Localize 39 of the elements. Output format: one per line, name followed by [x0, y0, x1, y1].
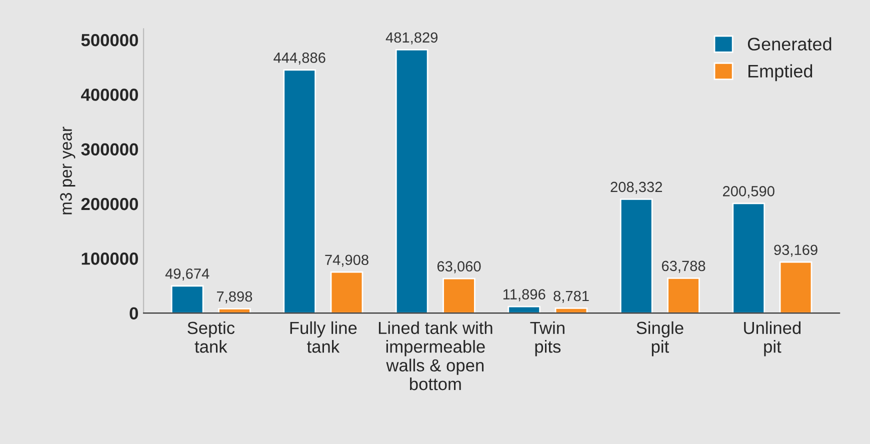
- data-label: 8,781: [554, 290, 589, 303]
- y-axis-title: m3 per year: [60, 126, 76, 214]
- x-tick-label: Unlined pit: [744, 321, 801, 356]
- bar: [779, 261, 812, 314]
- legend-label: Generated: [748, 37, 832, 51]
- data-label: 49,674: [165, 268, 210, 281]
- y-tick-label: 0: [130, 307, 138, 320]
- bar: [170, 285, 204, 314]
- y-tick-label: 100000: [82, 252, 138, 265]
- x-tick-label: Twin pits: [530, 321, 564, 356]
- bar: [667, 277, 700, 314]
- y-tick-label: 200000: [81, 198, 138, 210]
- legend-label: Emptied: [748, 64, 812, 82]
- x-tick-label: Fully line tank: [290, 321, 357, 353]
- x-tick-label: Septic tank: [188, 321, 235, 353]
- bar: [554, 308, 588, 314]
- data-label: 200,590: [723, 186, 774, 198]
- data-label: 444,886: [274, 52, 326, 65]
- data-label: 63,060: [437, 261, 481, 274]
- bar: [395, 49, 428, 314]
- bar: [620, 198, 653, 314]
- data-label: 63,788: [662, 260, 706, 273]
- bar: [218, 308, 251, 314]
- y-tick-label: 300000: [81, 143, 138, 156]
- data-label: 74,908: [325, 254, 368, 267]
- y-tick-label: 500000: [81, 34, 138, 46]
- data-label: 11,896: [503, 289, 546, 302]
- data-label: 208,332: [610, 182, 662, 194]
- x-tick-label: Lined tank with impermeable walls & open bottom: [378, 321, 492, 390]
- bar: [283, 69, 316, 314]
- bar: [442, 278, 476, 314]
- data-label: 7,898: [216, 291, 252, 304]
- bar: [508, 306, 541, 314]
- bar: [330, 271, 364, 314]
- y-tick-label: 400000: [81, 88, 138, 101]
- data-label: 93,169: [774, 244, 818, 257]
- data-label: 481,829: [386, 32, 438, 44]
- x-tick-label: Single pit: [636, 321, 684, 356]
- bar: [732, 202, 766, 314]
